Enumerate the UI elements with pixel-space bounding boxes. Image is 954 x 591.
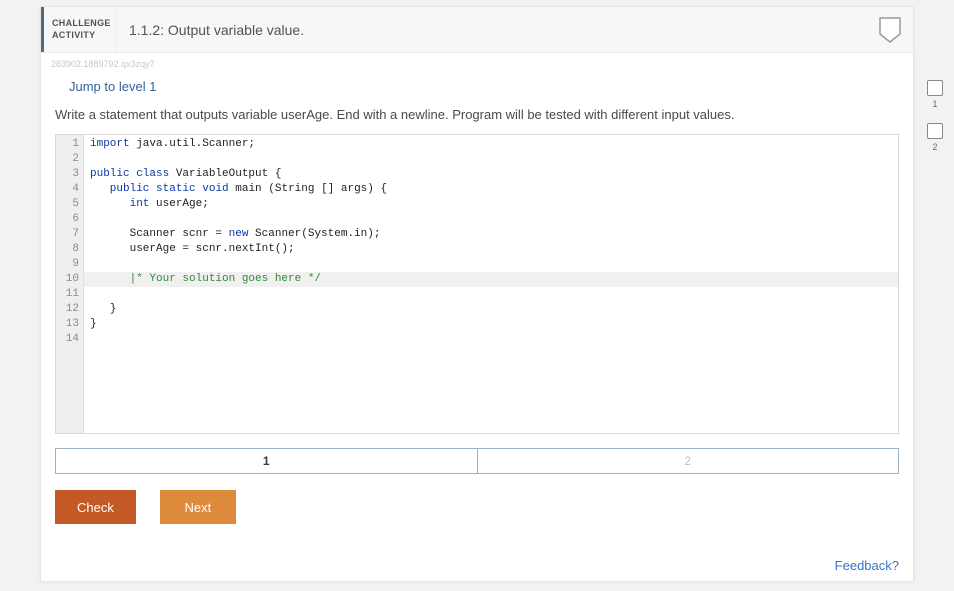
pager-cell-2[interactable]: 2 [478,449,899,473]
checkbox-icon[interactable] [927,123,943,139]
code-editor[interactable]: 1234567891011121314 import java.util.Sca… [55,134,899,434]
level-pager: 1 2 [55,448,899,474]
shield-col [867,7,913,52]
side-check-label-1: 1 [932,99,937,109]
next-button[interactable]: Next [160,490,236,524]
checkbox-icon[interactable] [927,80,943,96]
prompt-text: Write a statement that outputs variable … [41,106,913,134]
side-progress: 1 2 [922,80,948,152]
shield-icon [879,17,901,43]
meta-code: 283902.1889792.qx3zqy7 [41,53,913,69]
activity-badge: CHALLENGE ACTIVITY [41,7,117,52]
title-col: 1.1.2: Output variable value. [117,7,867,52]
side-check-label-2: 2 [932,142,937,152]
side-check-1: 1 [927,80,943,109]
badge-line1: CHALLENGE [52,18,116,29]
feedback-link[interactable]: Feedback? [835,558,899,573]
check-button[interactable]: Check [55,490,136,524]
code-area[interactable]: import java.util.Scanner;public class Va… [84,135,898,433]
button-row: Check Next [41,474,913,524]
jump-to-level-link[interactable]: Jump to level 1 [41,69,913,106]
challenge-card: CHALLENGE ACTIVITY 1.1.2: Output variabl… [40,6,914,582]
card-header: CHALLENGE ACTIVITY 1.1.2: Output variabl… [41,7,913,53]
activity-title: 1.1.2: Output variable value. [129,22,304,38]
line-gutter: 1234567891011121314 [56,135,84,433]
badge-line2: ACTIVITY [52,30,116,41]
side-check-2: 2 [927,123,943,152]
pager-cell-1[interactable]: 1 [56,449,478,473]
